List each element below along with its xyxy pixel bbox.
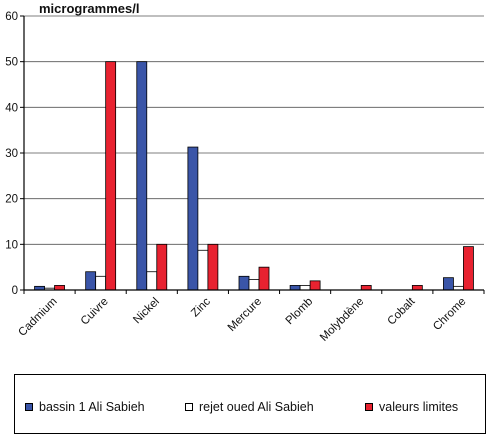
x-tick-label: Mercure [226,296,264,334]
bar-cuivre-s0 [85,271,97,291]
bar-molybdène-s2 [360,285,372,291]
legend-item-rejet: rejet oued Ali Sabieh [185,400,314,414]
bar-zinc-s0 [187,146,199,291]
bar-cuivre-s2 [105,61,117,291]
x-tick-label: Nickel [131,296,162,327]
legend-label-rejet: rejet oued Ali Sabieh [199,400,314,414]
bar-nickel-s0 [136,61,148,291]
bar-zinc-s2 [207,243,219,291]
legend-swatch-rejet [185,403,193,411]
legend-label-valeurs: valeurs limites [379,400,459,414]
bar-plomb-s1 [299,285,311,291]
bar-plomb-s2 [309,280,321,291]
x-tick-label: Zinc [189,295,213,319]
y-tick-label: 10 [5,239,18,251]
x-tick-label: Molybdène [318,296,366,344]
legend-swatch-bassin [25,403,33,411]
bar-nickel-s2 [156,243,168,291]
legend-item-bassin: bassin 1 Ali Sabieh [25,400,145,414]
x-tick-label: Cuivre [79,296,111,328]
x-tick-label: Chrome [431,296,468,333]
bar-nickel-s1 [146,271,158,291]
gridlines [24,15,484,245]
legend-label-bassin: bassin 1 Ali Sabieh [39,400,145,414]
legend-swatch-valeurs [365,403,373,411]
bars [34,61,474,291]
bar-cadmium-s2 [54,285,65,291]
y-tick-label: 0 [12,285,18,297]
bar-chrome-s0 [443,277,454,291]
y-tick-label: 50 [5,57,18,69]
y-axis-ticks: 0 10 20 30 40 50 60 [5,11,24,297]
legend: bassin 1 Ali Sabieh rejet oued Ali Sabie… [14,374,486,434]
y-tick-label: 60 [5,11,18,23]
axes [23,16,484,291]
y-tick-label: 20 [5,194,18,206]
bar-zinc-s1 [197,249,209,291]
x-tick-label: Cobalt [385,295,418,328]
bar-cobalt-s2 [411,285,423,291]
bar-mercure-s0 [238,275,250,291]
bar-mercure-s2 [258,266,270,291]
bar-chrome-s2 [463,246,474,291]
bar-cuivre-s1 [95,275,107,291]
x-tick-label: Cadmium [16,296,59,339]
legend-item-valeurs: valeurs limites [365,400,458,414]
y-tick-label: 30 [5,148,18,160]
bar-chart: microgrammes/l 0 10 20 30 40 50 60 Cadmium Cuiv… [5,1,485,344]
x-axis-ticks: Cadmium Cuivre Nickel Zinc Mercure Plomb Molyb… [16,290,485,344]
y-tick-label: 40 [5,102,18,114]
bar-mercure-s1 [248,279,260,291]
x-tick-label: Plomb [284,296,316,328]
bar-plomb-s0 [289,285,301,291]
y-axis-unit-label: microgrammes/l [39,1,139,16]
